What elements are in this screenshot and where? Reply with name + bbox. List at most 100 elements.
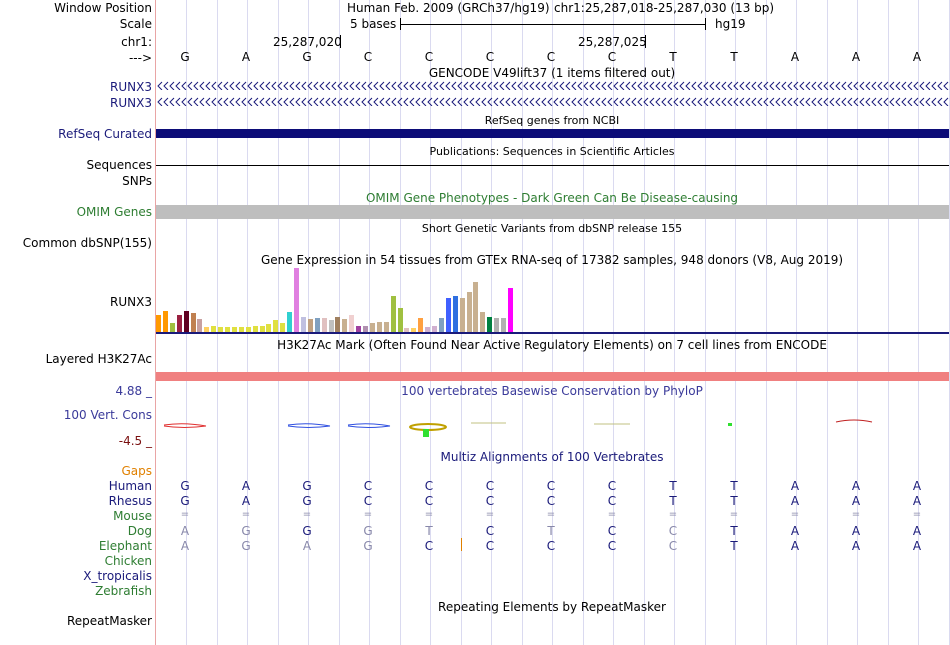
multiz-title[interactable]: Multiz Alignments of 100 Vertebrates <box>440 450 664 464</box>
gtex-tissue-bar[interactable] <box>232 327 237 332</box>
gtex-tissue-bar[interactable] <box>501 318 506 332</box>
label-gaps[interactable]: Gaps <box>121 464 152 478</box>
gtex-tissue-bar[interactable] <box>411 328 416 332</box>
h3k27ac-signal[interactable] <box>156 372 949 381</box>
gtex-tissue-bar[interactable] <box>266 324 271 332</box>
gtex-tissue-bar[interactable] <box>253 326 258 332</box>
gtex-tissue-bar[interactable] <box>322 318 327 332</box>
gtex-tissue-bar[interactable] <box>473 282 478 332</box>
gtex-tissue-bar[interactable] <box>453 296 458 332</box>
label-h3k27ac[interactable]: Layered H3K27Ac <box>45 352 152 366</box>
phylop-plot[interactable] <box>156 414 949 440</box>
gtex-tissue-bar[interactable] <box>487 317 492 332</box>
gtex-tissue-bar[interactable] <box>349 315 354 332</box>
species-label-mouse[interactable]: Mouse <box>113 509 152 523</box>
alignment-base: C <box>363 494 373 508</box>
gtex-tissue-bar[interactable] <box>432 326 437 332</box>
gtex-tissue-bar[interactable] <box>170 323 175 332</box>
gtex-tissue-bar[interactable] <box>315 318 320 332</box>
gtex-tissue-bar[interactable] <box>294 268 299 332</box>
gtex-tissue-bar[interactable] <box>287 312 292 332</box>
gtex-tissue-bar[interactable] <box>239 327 244 332</box>
gtex-title[interactable]: Gene Expression in 54 tissues from GTEx … <box>260 253 844 267</box>
gtex-tissue-bar[interactable] <box>384 322 389 332</box>
alignment-base: T <box>730 479 738 493</box>
label-snps[interactable]: SNPs <box>122 174 152 188</box>
publications-title[interactable]: Publications: Sequences in Scientific Ar… <box>429 145 675 158</box>
gtex-tissue-bar[interactable] <box>197 319 202 332</box>
gtex-tissue-bar[interactable] <box>508 288 513 332</box>
coord-label-2: 25,287,025 <box>578 35 647 49</box>
dbsnp-title[interactable]: Short Genetic Variants from dbSNP releas… <box>421 222 683 235</box>
alignment-base: G <box>363 524 373 538</box>
gtex-tissue-bar[interactable] <box>363 326 368 332</box>
gtex-tissue-bar[interactable] <box>370 323 375 332</box>
grid-line <box>552 0 553 645</box>
phylop-title[interactable]: 100 vertebrates Basewise Conservation by… <box>401 384 703 398</box>
gtex-tissue-bar[interactable] <box>335 317 340 332</box>
omim-title[interactable]: OMIM Gene Phenotypes - Dark Green Can Be… <box>365 191 739 205</box>
grid-line <box>827 0 828 645</box>
gtex-bar-chart[interactable] <box>156 268 536 332</box>
gtex-tissue-bar[interactable] <box>225 327 230 332</box>
gencode-transcript-1[interactable] <box>156 81 949 91</box>
label-refseq[interactable]: RefSeq Curated <box>58 127 152 141</box>
alignment-base: C <box>424 539 434 553</box>
gtex-tissue-bar[interactable] <box>329 320 334 332</box>
h3k27ac-title[interactable]: H3K27Ac Mark (Often Found Near Active Re… <box>277 338 827 352</box>
gtex-tissue-bar[interactable] <box>184 311 189 332</box>
gtex-tissue-bar[interactable] <box>163 311 168 332</box>
gtex-tissue-bar[interactable] <box>273 320 278 332</box>
gtex-tissue-bar[interactable] <box>342 319 347 332</box>
gtex-tissue-bar[interactable] <box>494 318 499 332</box>
gtex-tissue-bar[interactable] <box>467 292 472 332</box>
gtex-tissue-bar[interactable] <box>391 296 396 332</box>
gtex-tissue-bar[interactable] <box>446 298 451 332</box>
gtex-tissue-bar[interactable] <box>246 327 251 332</box>
gtex-tissue-bar[interactable] <box>425 327 430 332</box>
gtex-tissue-bar[interactable] <box>280 323 285 332</box>
gtex-tissue-bar[interactable] <box>308 319 313 332</box>
gtex-tissue-bar[interactable] <box>211 326 216 332</box>
gtex-tissue-bar[interactable] <box>218 327 223 332</box>
label-runx3-b[interactable]: RUNX3 <box>110 96 152 110</box>
gtex-tissue-bar[interactable] <box>356 326 361 332</box>
alignment-base: = <box>546 509 556 520</box>
label-runx3-a[interactable]: RUNX3 <box>110 80 152 94</box>
gtex-tissue-bar[interactable] <box>301 317 306 332</box>
species-label-rhesus[interactable]: Rhesus <box>108 494 152 508</box>
gtex-tissue-bar[interactable] <box>398 308 403 332</box>
gtex-tissue-bar[interactable] <box>204 327 209 332</box>
label-cons[interactable]: 100 Vert. Cons <box>63 408 152 422</box>
species-label-human[interactable]: Human <box>108 479 152 493</box>
species-label-elephant[interactable]: Elephant <box>98 539 152 553</box>
gtex-tissue-bar[interactable] <box>156 315 161 332</box>
gtex-tissue-bar[interactable] <box>460 298 465 332</box>
gtex-tissue-bar[interactable] <box>377 322 382 332</box>
gtex-tissue-bar[interactable] <box>191 313 196 332</box>
gencode-transcript-2[interactable] <box>156 97 949 107</box>
species-label-zebrafish[interactable]: Zebrafish <box>95 584 152 598</box>
label-window-position: Window Position <box>54 1 152 15</box>
species-label-chicken[interactable]: Chicken <box>104 554 152 568</box>
label-gtex-runx3[interactable]: RUNX3 <box>110 295 152 309</box>
refseq-title[interactable]: RefSeq genes from NCBI <box>484 114 620 127</box>
alignment-base: T <box>669 479 677 493</box>
gtex-tissue-bar[interactable] <box>439 318 444 332</box>
gtex-tissue-bar[interactable] <box>177 315 182 332</box>
label-sequences[interactable]: Sequences <box>86 158 152 172</box>
omim-bar[interactable] <box>156 205 949 219</box>
refseq-gene-bar[interactable] <box>156 129 949 138</box>
grid-line <box>674 0 675 645</box>
gtex-tissue-bar[interactable] <box>480 312 485 332</box>
label-repeatmasker[interactable]: RepeatMasker <box>66 614 152 628</box>
gencode-title[interactable]: GENCODE V49lift37 (1 items filtered out) <box>428 66 676 80</box>
repeatmasker-title[interactable]: Repeating Elements by RepeatMasker <box>438 600 666 614</box>
gtex-tissue-bar[interactable] <box>404 328 409 332</box>
species-label-dog[interactable]: Dog <box>127 524 152 538</box>
label-omim[interactable]: OMIM Genes <box>76 205 152 219</box>
gtex-tissue-bar[interactable] <box>418 318 423 332</box>
gtex-tissue-bar[interactable] <box>260 326 265 332</box>
species-label-x_tropicalis[interactable]: X_tropicalis <box>83 569 152 583</box>
label-dbsnp[interactable]: Common dbSNP(155) <box>22 236 152 250</box>
